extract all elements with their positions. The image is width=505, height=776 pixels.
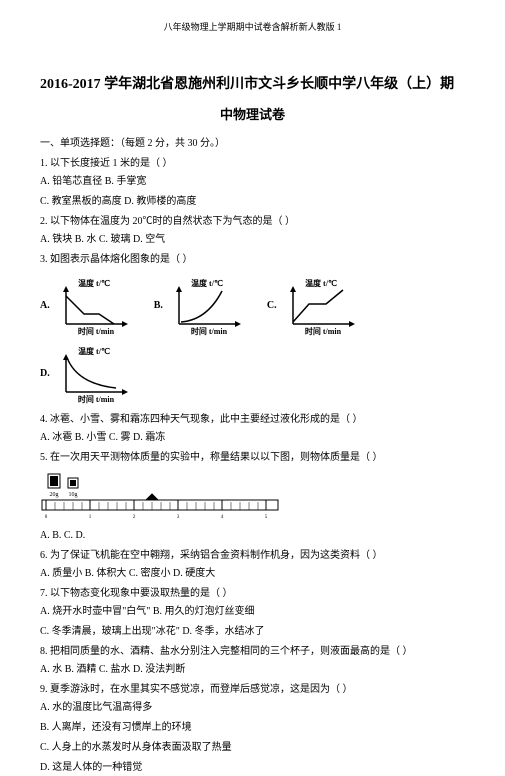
svg-text:时间 t/min: 时间 t/min	[191, 326, 228, 336]
chart-row-1: A. 温度 t/℃ 时间 t/min B. 温度 t/℃ 时间 t/min C.…	[40, 276, 465, 336]
chart-c: C. 温度 t/℃ 时间 t/min	[267, 276, 361, 336]
chart-label-b: B.	[154, 298, 163, 314]
svg-text:温度 t/℃: 温度 t/℃	[191, 278, 223, 288]
question-9-option-d: D. 这是人体的一种错觉	[40, 760, 465, 776]
svg-text:4: 4	[221, 515, 224, 520]
balance-figure: 20g 10g 0 1 2 3 4 5	[40, 472, 465, 522]
question-9-option-b: B. 人离岸，还没有习惯岸上的环境	[40, 720, 465, 736]
svg-text:时间 t/min: 时间 t/min	[78, 326, 115, 336]
svg-text:10g: 10g	[69, 492, 78, 498]
chart-a-svg: 温度 t/℃ 时间 t/min	[54, 276, 134, 336]
chart-b-svg: 温度 t/℃ 时间 t/min	[167, 276, 247, 336]
chart-b: B. 温度 t/℃ 时间 t/min	[154, 276, 247, 336]
question-3: 3. 如图表示晶体熔化图象的是（ ）	[40, 252, 465, 268]
question-1-options-a: A. 铅笔芯直径 B. 手掌宽	[40, 174, 465, 190]
question-2-options: A. 铁块 B. 水 C. 玻璃 D. 空气	[40, 232, 465, 248]
question-9: 9. 夏季游泳时，在水里其实不感觉凉，而登岸后感觉凉，这是因为（ ）	[40, 682, 465, 698]
question-8-options: A. 水 B. 酒精 C. 盐水 D. 没法判断	[40, 662, 465, 678]
svg-text:0: 0	[45, 515, 48, 520]
svg-text:5: 5	[265, 515, 268, 520]
svg-text:温度 t/℃: 温度 t/℃	[305, 278, 337, 288]
question-9-option-a: A. 水的温度比气温高得多	[40, 700, 465, 716]
svg-text:20g: 20g	[50, 492, 59, 498]
chart-d-svg: 温度 t/℃ 时间 t/min	[54, 344, 134, 404]
chart-a: A. 温度 t/℃ 时间 t/min	[40, 276, 134, 336]
question-9-option-c: C. 人身上的水蒸发时从身体表面汲取了热量	[40, 740, 465, 756]
exam-subtitle: 中物理试卷	[40, 105, 465, 126]
question-7: 7. 以下物态变化现象中要汲取热量的是（ ）	[40, 586, 465, 602]
svg-text:3: 3	[177, 515, 180, 520]
question-5-options: A. B. C. D.	[40, 528, 465, 544]
question-7-options-b: C. 冬季清晨，玻璃上出现"冰花" D. 冬季，水结冰了	[40, 624, 465, 640]
exam-title: 2016-2017 学年湖北省恩施州利川市文斗乡长顺中学八年级（上）期	[40, 74, 465, 96]
section-1-head: 一、单项选择题：（每题 2 分，共 30 分。）	[40, 136, 465, 152]
question-4-options: A. 冰雹 B. 小雪 C. 雾 D. 霜冻	[40, 430, 465, 446]
question-7-options-a: A. 烧开水时壶中冒"白气" B. 用久的灯泡灯丝变细	[40, 604, 465, 620]
svg-text:2: 2	[133, 515, 136, 520]
chart-label-d: D.	[40, 366, 50, 382]
svg-text:温度 t/℃: 温度 t/℃	[78, 346, 110, 356]
question-5: 5. 在一次用天平测物体质量的实验中，称量结果以以下图，则物体质量是（ ）	[40, 450, 465, 466]
question-6: 6. 为了保证飞机能在空中翱翔，采纳铝合金资料制作机身，因为这类资料（ ）	[40, 548, 465, 564]
page-header: 八年级物理上学期期中试卷含解析新人教版 1	[40, 20, 465, 34]
chart-row-2: D. 温度 t/℃ 时间 t/min	[40, 344, 465, 404]
question-8: 8. 把相同质量的水、酒精、盐水分别注入完整相同的三个杯子，则液面最高的是（ ）	[40, 644, 465, 660]
question-1: 1. 以下长度接近 1 米的是（ ）	[40, 156, 465, 172]
chart-label-c: C.	[267, 298, 277, 314]
chart-d: D. 温度 t/℃ 时间 t/min	[40, 344, 134, 404]
question-4: 4. 冰雹、小雪、雾和霜冻四种天气现象，此中主要经过液化形成的是（ ）	[40, 412, 465, 428]
question-2: 2. 以下物体在温度为 20℃时的自然状态下为气态的是（ ）	[40, 214, 465, 230]
question-1-options-b: C. 教室黑板的高度 D. 教师楼的高度	[40, 194, 465, 210]
chart-c-svg: 温度 t/℃ 时间 t/min	[281, 276, 361, 336]
svg-text:温度 t/℃: 温度 t/℃	[78, 278, 110, 288]
chart-label-a: A.	[40, 298, 50, 314]
svg-text:1: 1	[89, 515, 92, 520]
svg-text:时间 t/min: 时间 t/min	[305, 326, 342, 336]
svg-text:时间 t/min: 时间 t/min	[78, 394, 115, 404]
balance-svg: 20g 10g 0 1 2 3 4 5	[40, 472, 280, 522]
question-6-options: A. 质量小 B. 体积大 C. 密度小 D. 硬度大	[40, 566, 465, 582]
